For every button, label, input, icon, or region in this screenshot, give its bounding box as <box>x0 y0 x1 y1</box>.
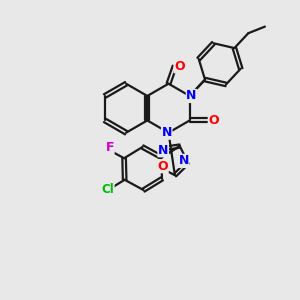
Text: O: O <box>174 60 185 73</box>
Text: N: N <box>161 126 172 139</box>
Text: O: O <box>208 114 219 127</box>
Text: F: F <box>106 141 114 154</box>
Text: O: O <box>158 160 168 173</box>
Text: N: N <box>178 154 189 167</box>
Text: N: N <box>186 89 197 103</box>
Text: Cl: Cl <box>101 183 114 196</box>
Text: N: N <box>158 144 168 157</box>
